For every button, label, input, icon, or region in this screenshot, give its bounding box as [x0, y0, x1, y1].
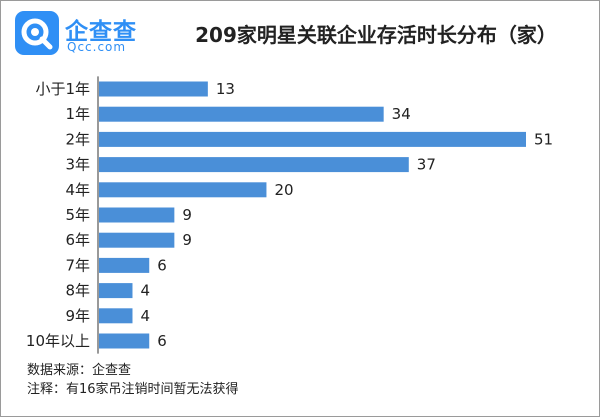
category-label: 小于1年 [35, 80, 90, 98]
category-label: 4年 [65, 181, 90, 199]
data-label: 9 [182, 206, 192, 224]
data-label: 6 [157, 332, 167, 350]
data-label: 51 [534, 130, 553, 148]
bar [99, 207, 175, 223]
bar [99, 81, 208, 97]
footer: 数据来源：企查查 注释：有16家吊注销时间暂无法获得 [27, 361, 239, 399]
annotation-note: 注释：有16家吊注销时间暂无法获得 [27, 382, 239, 397]
bar [99, 232, 175, 248]
category-label: 3年 [65, 156, 90, 174]
category-label: 8年 [65, 282, 90, 300]
bar [99, 182, 267, 198]
category-label: 2年 [65, 130, 90, 148]
data-label: 37 [417, 156, 436, 174]
data-label: 13 [216, 80, 235, 98]
logo-subtitle: Qcc.com [67, 40, 127, 54]
data-label: 4 [140, 282, 150, 300]
category-label: 5年 [65, 206, 90, 224]
bar [99, 157, 409, 173]
source-note: 数据来源：企查查 [27, 363, 132, 378]
logo-icon [15, 11, 59, 55]
logo-name: 企查查 [65, 19, 137, 45]
data-label: 34 [392, 105, 411, 123]
chart-title: 209家明星关联企业存活时长分布（家） [195, 23, 557, 47]
bar [99, 257, 150, 273]
category-label: 1年 [65, 105, 90, 123]
category-label: 6年 [65, 231, 90, 249]
header: 企查查 Qcc.com 209家明星关联企业存活时长分布（家） [1, 1, 599, 65]
bar [99, 131, 526, 147]
bar-chart: 小于1年 13 1年 34 2年 51 3年 37 4年 20 5年 9 6年 9 7年 6 8年 4 9年 4 10年… [26, 76, 553, 354]
logo: 企查查 Qcc.com [15, 11, 165, 55]
data-label: 4 [140, 307, 150, 325]
category-label: 10年以上 [26, 332, 90, 350]
category-label: 9年 [65, 307, 90, 325]
bar [99, 283, 133, 299]
data-label: 9 [182, 231, 192, 249]
bar [99, 106, 384, 122]
data-label: 20 [274, 181, 293, 199]
category-label: 7年 [65, 256, 90, 274]
data-label: 6 [157, 256, 167, 274]
bar [99, 308, 133, 324]
bar [99, 333, 150, 349]
